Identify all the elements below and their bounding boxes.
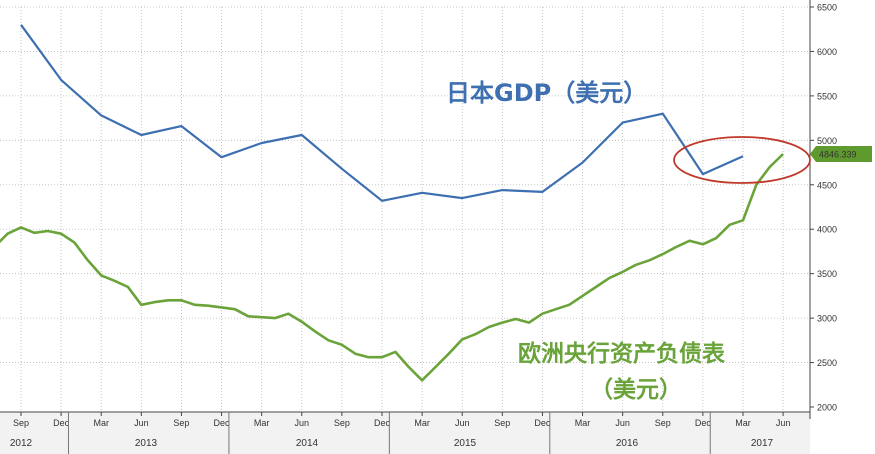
x-tick-label: Jun [295,418,310,428]
x-tick-label: Sep [655,418,671,428]
y-tick-label: 3000 [817,314,837,324]
annotation-ecb-line1: 欧洲央行资产负债表 [518,340,726,367]
x-tick-label: Sep [173,418,189,428]
x-axis-band [0,412,810,454]
x-tick-label: Dec [374,418,391,428]
y-tick-label: 4500 [817,180,837,190]
y-axis: 2000 2500 3000 3500 4000 4500 5000 5500 6000 6500… [809,0,872,419]
x-tick-label: Dec [534,418,551,428]
y-tick-label: 5500 [817,91,837,101]
highlight-ellipse [673,136,811,184]
x-tick-label: Mar [93,418,109,428]
x-year-label: 2015 [454,438,477,449]
last-value-tag: 4846.339 [810,145,872,162]
x-tick-label: Jun [615,418,630,428]
y-tick-label: 6500 [817,3,837,13]
x-tick-label: Sep [494,418,510,428]
annotation-ecb-line2: （美元） [590,376,682,403]
y-tick-label: 3500 [817,269,837,279]
y-tick-label: 6000 [817,47,837,57]
y-tick-label: 2000 [817,403,837,413]
x-year-label: 2017 [751,438,774,449]
x-tick-label: Dec [53,418,70,428]
japan-gdp-line [20,24,744,202]
x-year-label: 2016 [616,438,639,449]
x-tick-label: Jun [776,418,791,428]
last-value-label: 4846.339 [819,149,857,159]
annotation-japan-gdp: 日本GDP（美元） [446,79,647,107]
y-tick-label: 5000 [817,136,837,146]
x-tick-label: Dec [214,418,231,428]
x-axis: Sep Dec Mar Jun Sep Dec Mar Jun Sep Dec Mar Jun Sep D… [0,411,810,454]
y-tick-label: 4000 [817,225,837,235]
x-year-label: 2012 [10,438,33,449]
ecb-balance-line [0,153,785,382]
gridlines [0,6,810,412]
x-tick-label: Mar [414,418,430,428]
x-tick-label: Dec [695,418,712,428]
x-year-label: 2013 [135,438,158,449]
x-tick-label: Mar [575,418,591,428]
x-year-label: 2014 [296,438,319,449]
x-tick-label: Mar [254,418,270,428]
x-tick-label: Jun [455,418,470,428]
x-tick-label: Jun [134,418,149,428]
x-tick-label: Sep [13,418,29,428]
x-tick-label: Sep [334,418,350,428]
x-tick-label: Mar [735,418,751,428]
series-group [0,24,785,382]
y-tick-label: 2500 [817,358,837,368]
last-value-box [810,145,872,162]
